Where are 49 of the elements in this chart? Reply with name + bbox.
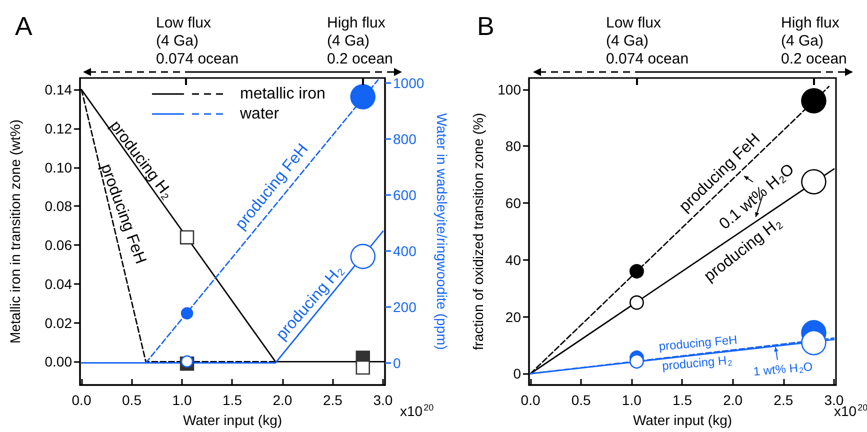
annotation: 1 wt% H2O [752, 359, 814, 379]
y-tick-label: 0.08 [44, 198, 72, 214]
y2-tick-label: 800 [393, 130, 417, 147]
y2-tick-label: 1000 [393, 74, 424, 91]
y-tick-label: 0.12 [44, 120, 72, 137]
chart-title: A [15, 11, 33, 41]
y-tick-label: 60 [505, 195, 522, 212]
y-tick-label: 100 [498, 81, 522, 98]
y2-axis-title: Water in wadsleyite/ringwoodite (ppm) [434, 113, 450, 350]
x-tick-label: 1.0 [172, 392, 192, 408]
y-tick-label: 80 [505, 138, 522, 154]
x-tick-label: 1.0 [622, 392, 642, 408]
y-tick-label: 0.14 [44, 82, 72, 98]
legend-label: water [239, 106, 280, 122]
y-tick-label: 0 [513, 366, 522, 382]
y2-tick-label: 200 [393, 298, 417, 315]
x-tick-label: 0.5 [122, 392, 142, 408]
text: Low flux (4 Ga) 0.074 ocean [606, 14, 689, 68]
annotation: producing H2 [661, 353, 734, 374]
annotation: producing FeH [658, 332, 738, 354]
x-tick-label: 2.0 [723, 392, 743, 408]
x-tick-label: 0.5 [571, 392, 592, 408]
x-tick-label: 3.0 [373, 392, 393, 408]
text: High flux (4 Ga) 0.2 ocean [327, 14, 393, 68]
y-axis-title: fraction of oxidized transition zone (%) [470, 112, 486, 350]
x-tick-label: 2.5 [774, 392, 794, 408]
text: Low flux (4 Ga) 0.074 ocean [156, 14, 239, 68]
y-tick-label: 0.06 [44, 237, 72, 254]
text: High flux (4 Ga) 0.2 ocean [781, 14, 847, 68]
x-tick-label: 0.0 [520, 392, 540, 408]
x-tick-label: 2.0 [272, 392, 292, 408]
y2-tick-label: 0 [393, 354, 401, 371]
x-tick-label: 1.5 [222, 392, 242, 408]
x-tick-label: 2.5 [323, 392, 343, 408]
y-tick-label: 0.02 [44, 314, 72, 331]
y2-tick-label: 600 [393, 186, 417, 203]
y-axis-title: Metallic iron in transition zone (wt%) [7, 119, 23, 344]
x-tick-label: 0.0 [72, 392, 92, 408]
x-axis-title: Water input (kg) [182, 412, 282, 428]
legend-label: metallic iron [240, 86, 326, 102]
y-tick-label: 0.00 [44, 354, 72, 370]
y-tick-label: 0.10 [44, 159, 72, 176]
y2-tick-label: 400 [393, 242, 417, 259]
y-tick-label: 0.04 [44, 276, 72, 292]
y-tick-label: 40 [505, 252, 522, 268]
chart-title: B [477, 11, 494, 41]
y-tick-label: 20 [505, 308, 522, 325]
x-tick-label: 1.5 [672, 392, 692, 408]
x-axis-title: Water input (kg) [632, 412, 732, 428]
